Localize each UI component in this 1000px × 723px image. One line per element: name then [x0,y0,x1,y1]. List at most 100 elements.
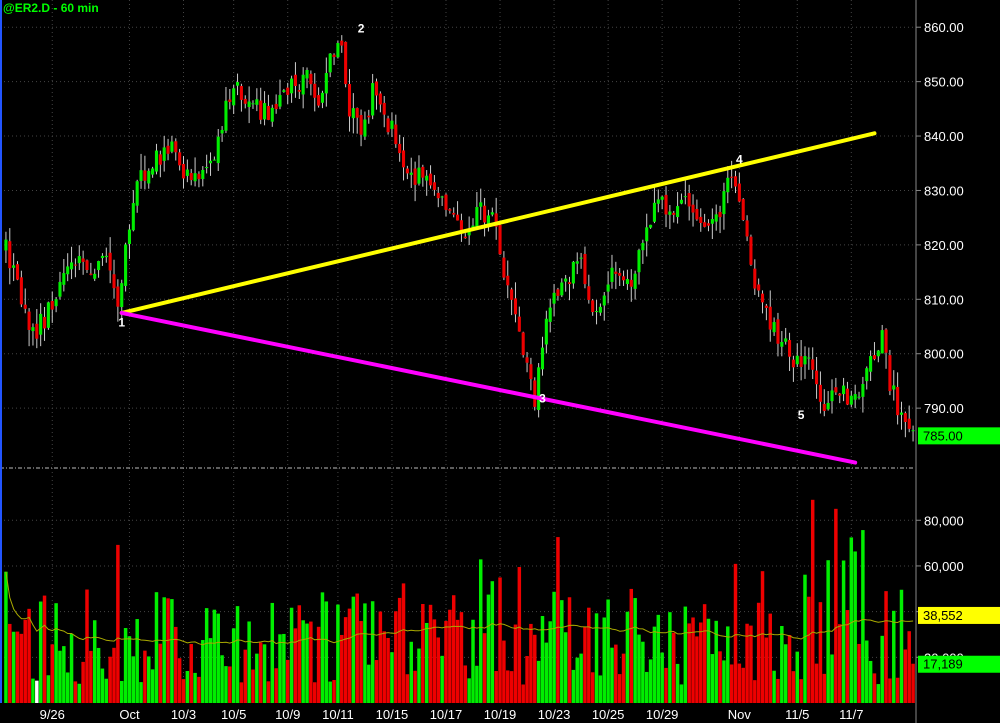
volume-bar [760,571,765,703]
candle-up [668,211,672,215]
volume-bar [536,660,541,703]
candle-up [170,141,174,152]
volume-bar [849,537,854,703]
candle-up [637,250,641,273]
candle-down [259,100,263,120]
volume-bar [258,642,263,703]
volume-bar [478,559,483,703]
candle-down [703,222,707,227]
volume-bar [386,637,390,703]
pivot-label: 3 [539,392,546,406]
candle-up [324,73,328,94]
volume-bar [513,624,518,703]
price-tick-label: 790.00 [924,401,964,416]
candle-down [664,194,668,215]
candle-down [706,223,711,226]
candle-up [305,70,309,79]
candle-down [386,118,390,133]
candle-up [151,168,155,175]
volume-bar [50,644,54,703]
volume-bar [65,672,70,703]
volume-bar [498,577,502,703]
candle-up [251,103,255,105]
volume-bar [830,654,834,703]
candle-down [718,211,722,218]
volume-bar [224,666,228,703]
candle-up [193,173,197,182]
volume-bar [583,626,587,703]
volume-bar [590,672,595,703]
volume-bar [96,647,101,703]
volume-bar [270,602,275,703]
candle-up [417,167,421,184]
volume-bar [119,680,124,703]
candle-up [594,311,599,313]
candle-up [486,215,490,225]
volume-bar [305,623,309,703]
volume-bar [89,650,93,703]
volume-bar [266,681,271,703]
candle-up [4,239,8,251]
candle-down [374,81,379,96]
volume-bar [285,659,290,703]
candle-down [178,152,182,166]
candle-down [776,319,780,344]
volume-bar [552,591,556,703]
volume-bar [579,653,583,703]
volume-bar [753,680,757,703]
candle-up [131,203,135,231]
price-candles [4,35,915,442]
volume-bar [745,623,749,703]
candle-down [174,141,178,153]
candle-down [815,370,819,385]
volume-bar [316,626,321,703]
volume-bar [737,663,742,703]
volume-bar [104,678,109,703]
volume-bar [787,635,792,703]
volume-bar [278,634,282,703]
candle-up [46,302,50,328]
volume-bar [8,623,12,703]
volume-bar [637,634,641,703]
last-price-badge: 785.00 [923,428,963,443]
candle-down [533,380,537,407]
volume-bar [293,628,298,703]
volume-bar [247,621,251,703]
candle-up [479,202,483,207]
candle-down [421,166,425,178]
candle-up [147,170,151,184]
candle-down [143,170,147,181]
candle-up [842,385,846,395]
volume-bar [764,637,769,703]
candle-down [15,264,20,280]
price-tick-label: 820.00 [924,238,964,253]
candle-down [513,298,518,315]
volume-bar [413,670,417,703]
x-tick-label: 10/19 [484,707,517,722]
volume-bar [560,600,564,703]
volume-bar [911,663,915,703]
candle-down [382,102,386,115]
candle-down [903,413,907,423]
candle-up [540,347,545,370]
volume-bar [193,672,197,703]
candle-down [27,311,31,330]
volume-bar [749,625,753,703]
volume-bar [336,604,340,703]
volume-bar [625,611,630,703]
candle-down [730,176,734,178]
volume-bar [494,671,498,703]
x-tick-label: 10/15 [376,707,409,722]
volume-bar [656,614,661,703]
volume-bar [185,671,190,703]
volume-bar [895,677,900,703]
volume-bar [471,619,475,703]
grid [0,0,915,703]
last-volume-badge-bg [918,655,1000,673]
volume-bar [46,675,51,703]
pivot-label: 2 [358,22,365,36]
volume-bar [892,610,896,703]
candle-up [278,95,282,107]
candle-up [880,330,884,354]
candle-down [799,356,803,367]
